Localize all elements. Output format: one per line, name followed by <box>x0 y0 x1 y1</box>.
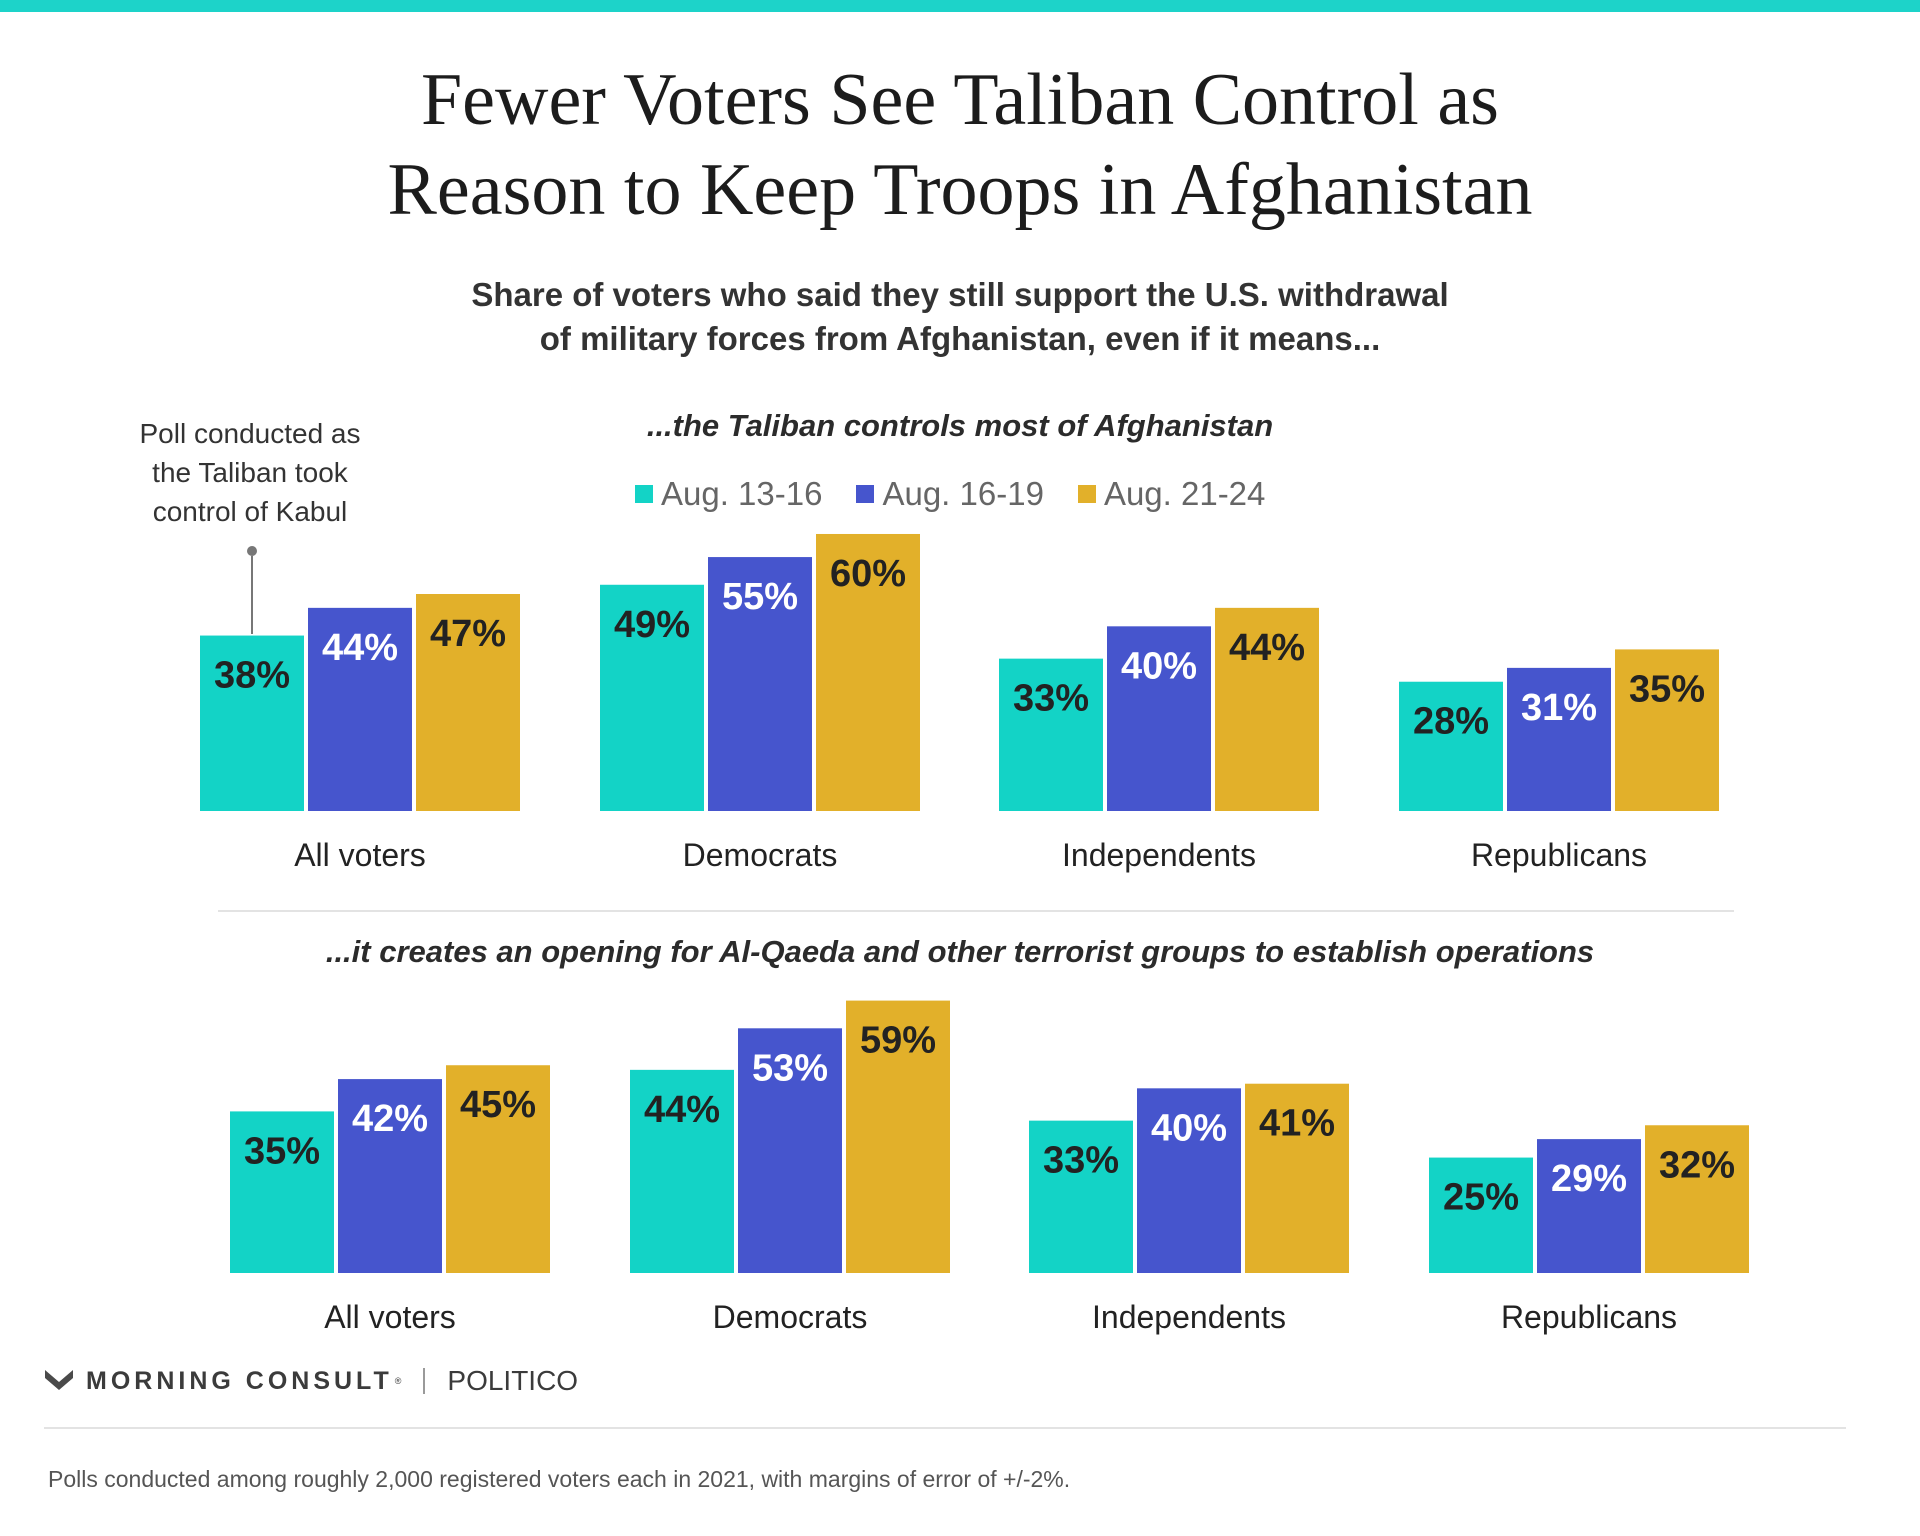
panel-divider <box>218 910 1734 912</box>
bar-value-label: 35% <box>244 1130 320 1172</box>
bar-republicans-aug-13-16 <box>1399 681 1503 811</box>
bar-all-voters-aug-21-24 <box>446 1065 550 1273</box>
bar-independents-aug-16-19 <box>1137 1088 1241 1273</box>
annotation-line: the Taliban took <box>152 457 348 488</box>
bar-independents-aug-13-16 <box>999 658 1103 811</box>
bar-democrats-aug-16-19 <box>738 1028 842 1273</box>
bar-republicans-aug-21-24 <box>1645 1125 1749 1273</box>
kabul-annotation: Poll conducted as the Taliban took contr… <box>100 414 400 531</box>
legend-label: Aug. 16-19 <box>882 475 1044 512</box>
bar-chart-al-qaeda: 35% 42% 45% All voters 44% 53% 59% Democrats 33%… <box>230 1000 1749 1335</box>
category-label: Republicans <box>1501 1299 1677 1335</box>
bar-value-label: 44% <box>322 627 398 669</box>
chart-subtitle-line-1: Share of voters who said they still supp… <box>471 276 1449 313</box>
legend-item-aug-21-24: Aug. 21-24 <box>1077 475 1266 513</box>
bar-value-label: 44% <box>644 1089 720 1131</box>
chart-title-line-1: Fewer Voters See Taliban Control as <box>421 59 1499 141</box>
legend-label: Aug. 13-16 <box>661 475 823 512</box>
footer-rule <box>44 1427 1846 1429</box>
bar-value-label: 40% <box>1151 1107 1227 1149</box>
annotation-leader-line <box>251 556 253 634</box>
chart-title-line-2: Reason to Keep Troops in Afghanistan <box>387 149 1533 231</box>
bar-republicans-aug-13-16 <box>1429 1157 1533 1273</box>
bar-value-label: 32% <box>1659 1144 1735 1186</box>
legend-item-aug-16-19: Aug. 16-19 <box>856 475 1044 513</box>
bar-independents-aug-13-16 <box>1029 1120 1133 1273</box>
bar-all-voters-aug-16-19 <box>338 1079 442 1273</box>
category-label: All voters <box>324 1299 456 1335</box>
category-label: Republicans <box>1471 837 1647 873</box>
bar-value-label: 53% <box>752 1047 828 1089</box>
bar-value-label: 55% <box>722 576 798 618</box>
panel-1-title: ...the Taliban controls most of Afghanis… <box>646 408 1274 443</box>
bar-chart-taliban: 38% 44% 47% All voters 49% 55% 60% Democrats 33%… <box>200 533 1719 873</box>
bar-value-label: 60% <box>830 553 906 595</box>
bar-independents-aug-16-19 <box>1107 626 1211 811</box>
bar-value-label: 35% <box>1629 668 1705 710</box>
bar-value-label: 28% <box>1413 701 1489 743</box>
bar-democrats-aug-21-24 <box>816 533 920 811</box>
annotation-line: Poll conducted as <box>139 418 361 449</box>
bar-independents-aug-21-24 <box>1215 607 1319 811</box>
logo-separator <box>423 1368 426 1394</box>
bar-value-label: 40% <box>1121 645 1197 687</box>
annotation-dot <box>247 546 257 556</box>
annotation-line: control of Kabul <box>152 496 348 527</box>
bar-democrats-aug-13-16 <box>630 1069 734 1273</box>
legend-swatch-blue <box>856 485 875 503</box>
panel-2-title: ...it creates an opening for Al-Qaeda an… <box>325 934 1595 969</box>
bar-republicans-aug-16-19 <box>1537 1139 1641 1273</box>
bar-all-voters-aug-13-16 <box>230 1111 334 1273</box>
bar-value-label: 25% <box>1443 1177 1519 1219</box>
bar-democrats-aug-13-16 <box>600 584 704 811</box>
bar-democrats-aug-21-24 <box>846 1000 950 1273</box>
trademark-symbol: ® <box>394 1376 402 1386</box>
bar-republicans-aug-16-19 <box>1507 667 1611 811</box>
bar-all-voters-aug-13-16 <box>200 635 304 811</box>
footnote: Polls conducted among roughly 2,000 regi… <box>48 1466 1071 1492</box>
politico-wordmark: POLITICO <box>447 1365 579 1396</box>
top-accent-bar <box>0 0 1920 12</box>
bar-democrats-aug-16-19 <box>708 557 812 811</box>
bar-value-label: 31% <box>1521 687 1597 729</box>
legend-swatch-gold <box>1077 485 1096 503</box>
bar-value-label: 29% <box>1551 1158 1627 1200</box>
bar-value-label: 38% <box>214 655 290 697</box>
bar-value-label: 33% <box>1043 1140 1119 1182</box>
bar-value-label: 59% <box>860 1020 936 1062</box>
legend-item-aug-13-16: Aug. 13-16 <box>635 475 822 513</box>
category-label: Independents <box>1062 837 1256 873</box>
bar-all-voters-aug-16-19 <box>308 607 412 811</box>
category-label: Democrats <box>713 1299 868 1335</box>
bar-value-label: 45% <box>460 1084 536 1126</box>
bar-all-voters-aug-21-24 <box>416 594 520 811</box>
legend: Aug. 13-16 Aug. 16-19 Aug. 21-24 <box>635 474 1299 514</box>
morning-consult-politico-logo: MORNING CONSULT ® POLITICO <box>44 1362 578 1400</box>
bar-republicans-aug-21-24 <box>1615 649 1719 811</box>
bar-value-label: 41% <box>1259 1103 1335 1145</box>
chart-subtitle-line-2: of military forces from Afghanistan, eve… <box>539 320 1381 357</box>
legend-label: Aug. 21-24 <box>1103 475 1266 512</box>
category-label: Democrats <box>683 837 838 873</box>
morning-consult-wordmark: MORNING CONSULT <box>86 1366 393 1395</box>
bar-value-label: 47% <box>430 613 506 655</box>
morning-consult-m-icon <box>45 1370 73 1390</box>
category-label: All voters <box>294 837 426 873</box>
legend-swatch-teal <box>635 485 653 503</box>
bar-value-label: 33% <box>1013 678 1089 720</box>
bar-value-label: 44% <box>1229 627 1305 669</box>
bar-value-label: 49% <box>614 604 690 646</box>
category-label: Independents <box>1092 1299 1286 1335</box>
bar-value-label: 42% <box>352 1098 428 1140</box>
bar-independents-aug-21-24 <box>1245 1083 1349 1273</box>
